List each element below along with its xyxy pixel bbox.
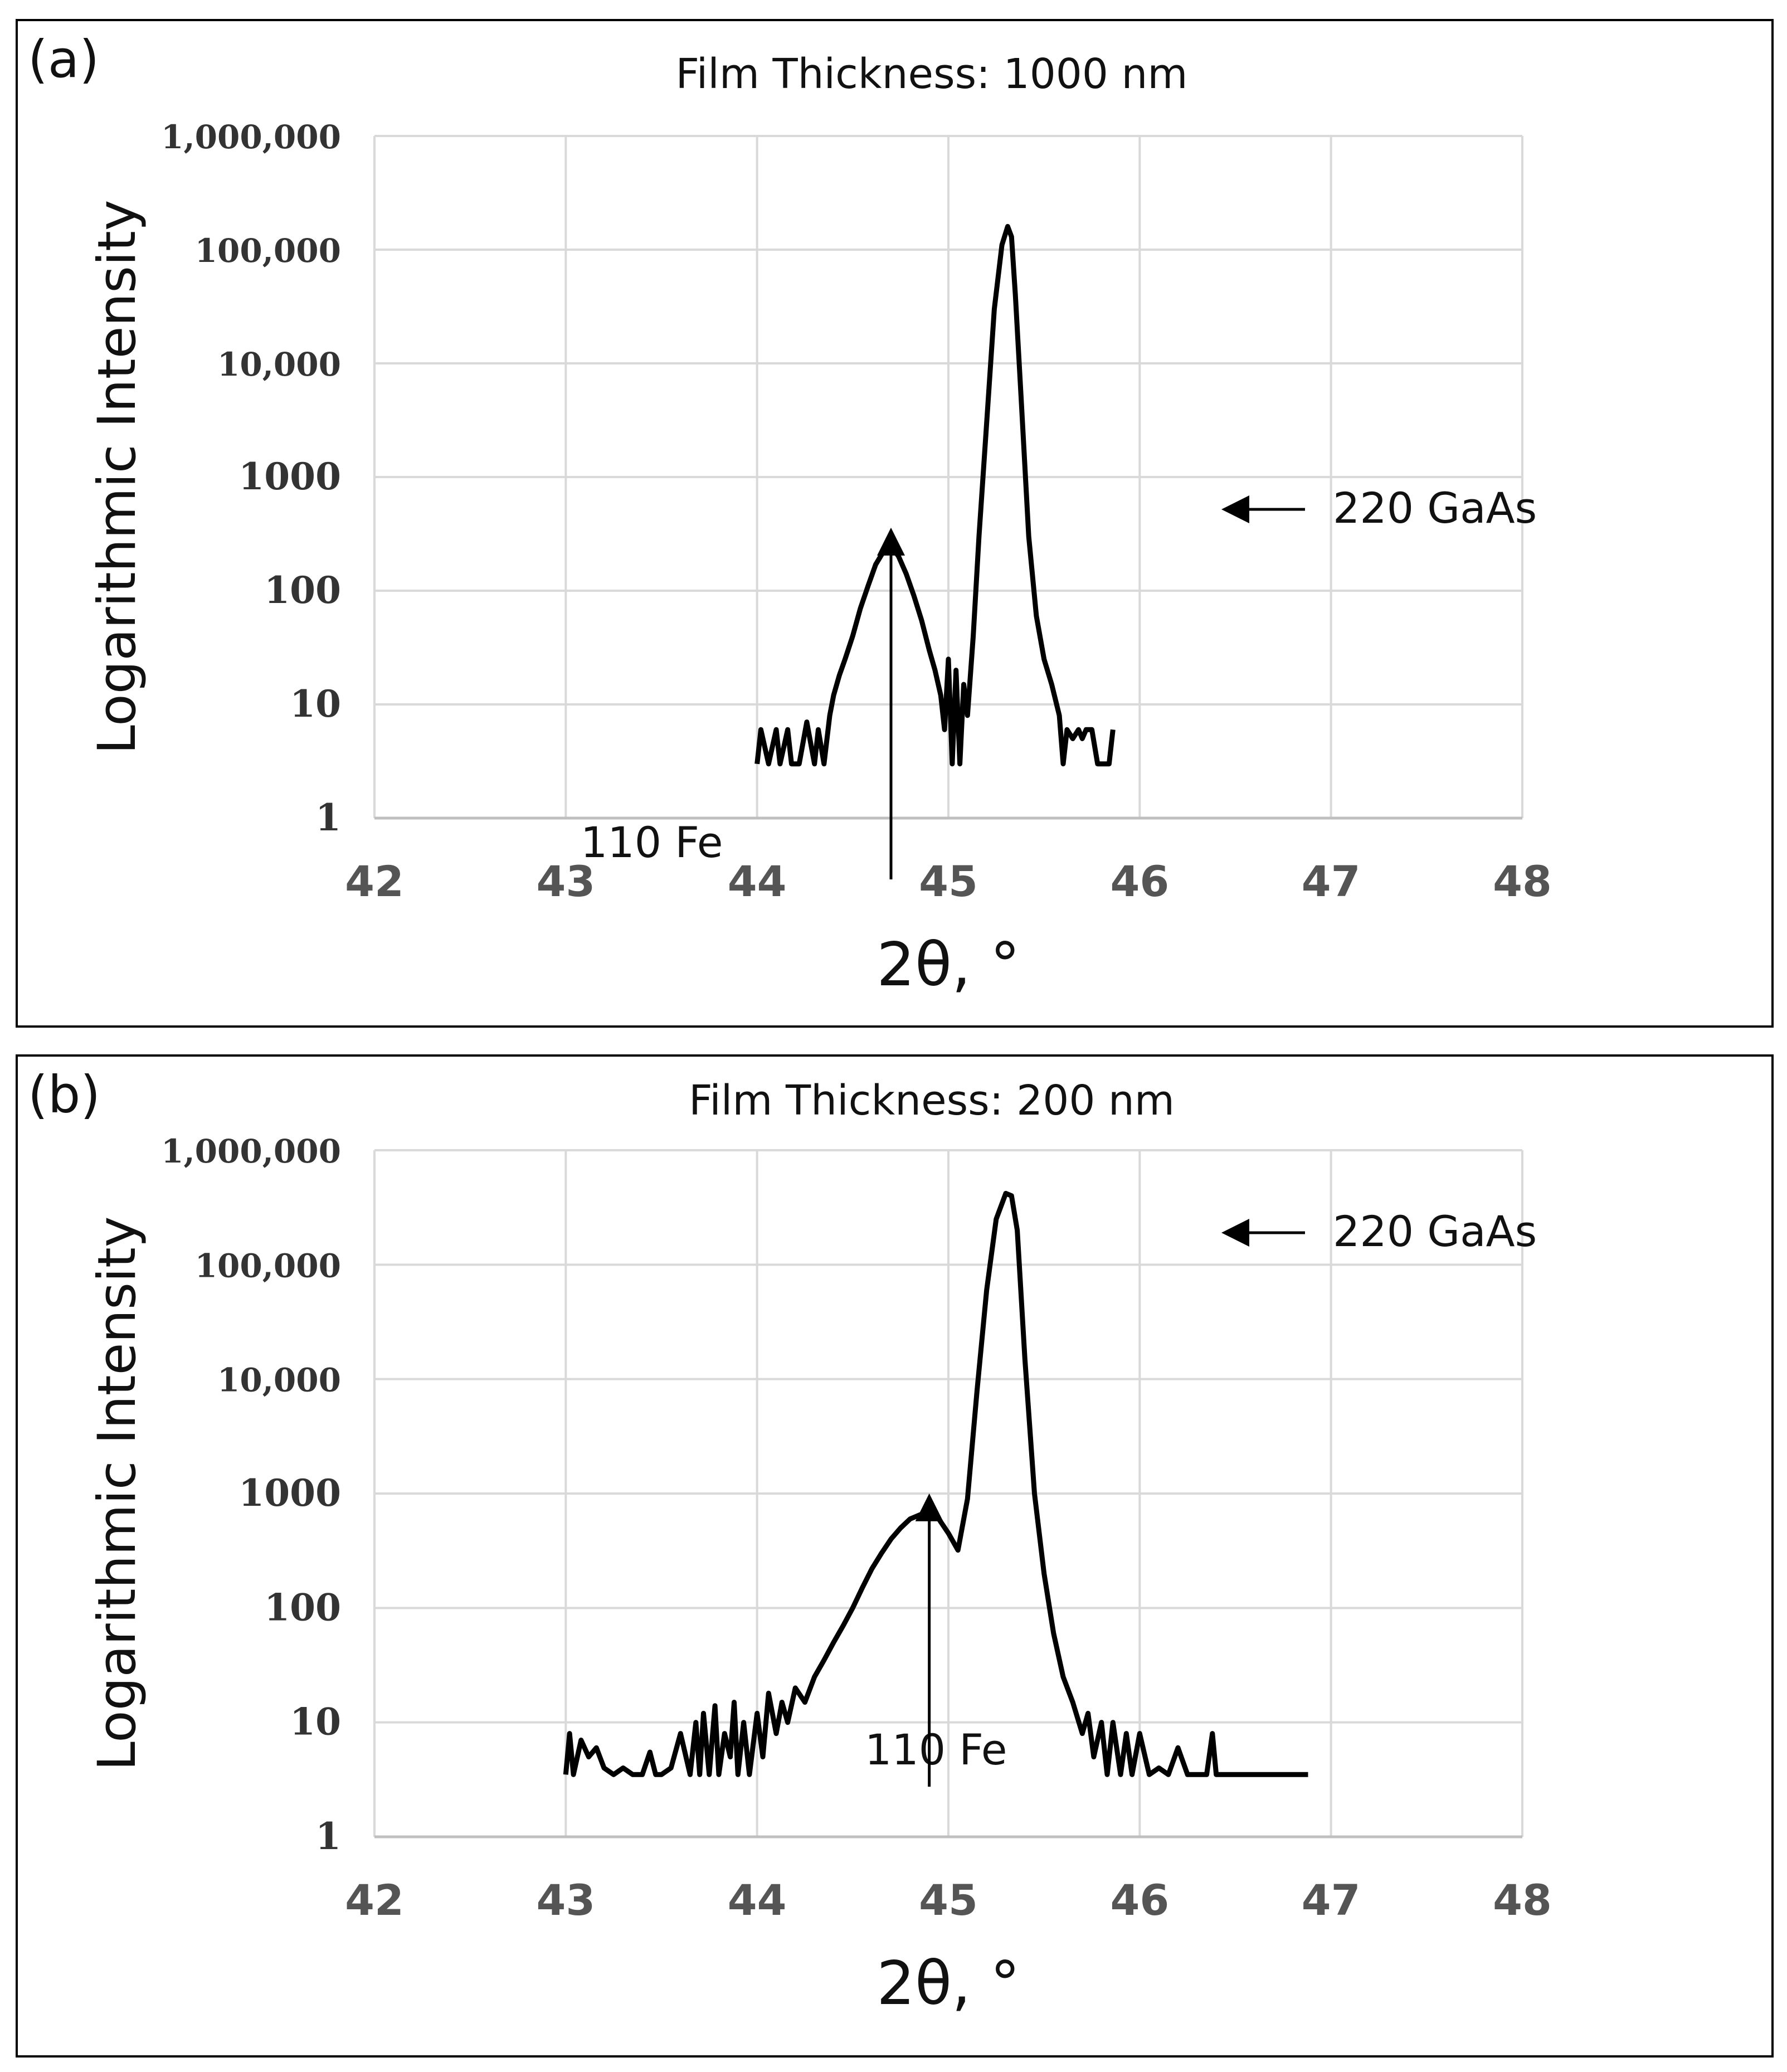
annotation-label: 110 Fe (865, 1725, 1007, 1774)
x-axis-label: 2θ, ° (877, 930, 1020, 1000)
panel-label: (a) (28, 30, 99, 89)
x-tick-label: 45 (919, 1875, 978, 1925)
x-tick-label: 42 (345, 1875, 404, 1925)
annotation-layer: 110 Fe 220 GaAs (581, 483, 1537, 879)
x-tick-label: 48 (1493, 1875, 1552, 1925)
panel-label: (b) (28, 1065, 100, 1125)
x-tick-label: 47 (1302, 857, 1361, 906)
x-tick-label: 46 (1110, 857, 1169, 906)
y-tick-label: 100 (264, 568, 341, 612)
chart-title: Film Thickness: 1000 nm (676, 50, 1188, 98)
series-layer (754, 223, 1116, 767)
x-tick-label: 43 (536, 857, 595, 906)
y-tick-label: 10 (290, 682, 341, 726)
annotation-label: 110 Fe (581, 818, 723, 867)
y-tick-label: 100 (264, 1585, 341, 1629)
x-tick-label: 45 (919, 857, 978, 906)
x-tick-label: 44 (728, 857, 787, 906)
grid-layer (373, 135, 1523, 820)
series-line (754, 223, 1116, 767)
chart-b-svg: (b) Film Thickness: 200 nm Logarithmic I… (28, 1065, 1552, 2019)
y-tick-label: 10,000 (217, 346, 341, 383)
y-axis-label: Logarithmic Intensity (87, 200, 148, 754)
y-tick-label: 100,000 (195, 232, 341, 270)
y-tick-label: 1 (315, 1815, 341, 1858)
y-tick-label: 10,000 (217, 1361, 341, 1399)
x-tick-label: 43 (536, 1875, 595, 1925)
tick-layer: 1 10 100 1000 10,000 100,000 1,000,000 42 43 44 45… (161, 1132, 1552, 1925)
y-tick-label: 1000 (238, 1471, 341, 1515)
x-tick-label: 44 (728, 1875, 787, 1925)
annotation-label: 220 GaAs (1333, 483, 1537, 533)
chart-title: Film Thickness: 200 nm (689, 1077, 1175, 1125)
tick-layer: 1 10 100 1000 10,000 100,000 1,000,000 42 43 44 45… (161, 118, 1552, 906)
annotation-layer: 110 Fe 220 GaAs (865, 1207, 1537, 1787)
y-axis-label: Logarithmic Intensity (87, 1216, 148, 1771)
x-tick-label: 42 (345, 857, 404, 906)
chart-a-svg: (a) Film Thickness: 1000 nm Logarithmic … (28, 30, 1552, 1000)
series-line (563, 1190, 1308, 1777)
chart-panel-b: (b) Film Thickness: 200 nm Logarithmic I… (16, 1054, 1774, 2058)
x-axis-label: 2θ, ° (877, 1949, 1020, 2019)
annotation-label: 220 GaAs (1333, 1207, 1537, 1256)
y-tick-label: 1,000,000 (161, 1132, 341, 1170)
y-tick-label: 100,000 (195, 1247, 341, 1285)
chart-panel-a: (a) Film Thickness: 1000 nm Logarithmic … (16, 19, 1774, 1028)
x-tick-label: 48 (1493, 857, 1552, 906)
x-tick-label: 47 (1302, 1875, 1361, 1925)
y-tick-label: 1000 (238, 455, 341, 498)
grid-layer (373, 1149, 1523, 1838)
y-tick-label: 1,000,000 (161, 118, 341, 156)
y-tick-label: 1 (315, 796, 341, 839)
series-layer (563, 1190, 1308, 1777)
y-tick-label: 10 (290, 1700, 341, 1744)
x-tick-label: 46 (1110, 1875, 1169, 1925)
